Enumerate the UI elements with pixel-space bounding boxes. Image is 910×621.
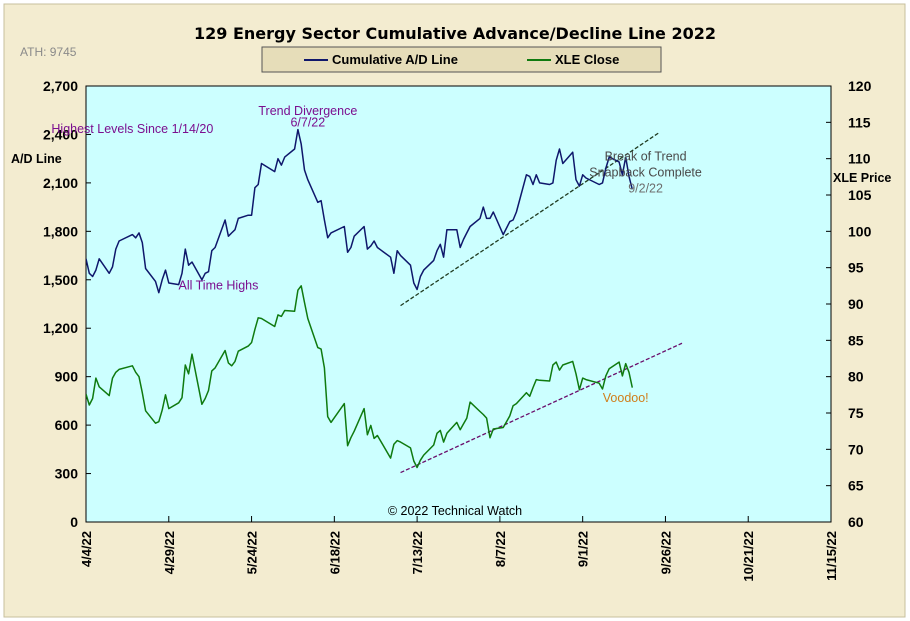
left-axis: 0 300 600 900 1,200 1,500 1,800 2,100 2,400 2,700	[43, 78, 91, 530]
left-tick-label: 2,400	[43, 126, 78, 142]
plot-area	[85, 85, 832, 523]
ath-label: ATH: 9745	[20, 45, 77, 59]
annotation-label: 9/2/22	[628, 182, 663, 196]
x-tick-label: 8/7/22	[493, 531, 508, 567]
right-tick-label: 90	[848, 296, 864, 312]
copyright-note: © 2022 Technical Watch	[388, 504, 522, 518]
x-tick-label: 7/13/22	[410, 531, 425, 574]
right-axis: 60 65 70 75 80 85 90 95 100 105 110 115 120	[826, 78, 872, 530]
left-axis-title: A/D Line	[11, 152, 62, 166]
annotation-label: Highest Levels Since 1/14/20	[51, 122, 213, 136]
x-tick-label: 11/15/22	[824, 531, 839, 581]
annotation-label: All Time Highs	[178, 278, 258, 292]
right-tick-label: 120	[848, 78, 872, 94]
x-tick-label: 4/4/22	[79, 531, 94, 567]
left-tick-label: 1,800	[43, 223, 78, 239]
annotations: Highest Levels Since 1/14/20 Trend Diverg…	[51, 104, 702, 405]
left-tick-label: 300	[55, 466, 79, 482]
x-tick-label: 5/24/22	[245, 531, 260, 574]
annotation-label: Trend Divergence	[258, 104, 357, 118]
left-tick-label: 1,500	[43, 272, 78, 288]
x-tick-label: 10/21/22	[741, 531, 756, 582]
right-tick-label: 105	[848, 187, 872, 203]
right-tick-label: 95	[848, 260, 864, 276]
right-tick-label: 75	[848, 405, 864, 421]
x-tick-label: 4/29/22	[162, 531, 177, 574]
left-tick-label: 0	[70, 514, 78, 530]
chart-title: 129 Energy Sector Cumulative Advance/Dec…	[194, 24, 716, 43]
annotation-label: Voodoo!	[603, 391, 649, 405]
right-tick-label: 85	[848, 332, 864, 348]
left-tick-label: 900	[55, 369, 79, 385]
legend-label-ad: Cumulative A/D Line	[332, 52, 458, 67]
x-tick-label: 9/26/22	[658, 531, 673, 574]
left-tick-label: 600	[55, 417, 79, 433]
right-tick-label: 60	[848, 514, 864, 530]
annotation-label: Break of Trend	[605, 149, 687, 163]
trendline-right	[400, 342, 683, 474]
right-tick-label: 70	[848, 441, 864, 457]
right-tick-label: 80	[848, 369, 864, 385]
series-layer	[86, 128, 634, 469]
left-tick-label: 2,700	[43, 78, 78, 94]
trendlines	[400, 132, 683, 474]
x-tick-label: 6/18/22	[327, 531, 342, 574]
legend-label-xle: XLE Close	[555, 52, 619, 67]
x-tick-label: 9/1/22	[576, 531, 591, 567]
right-tick-label: 110	[848, 151, 871, 167]
right-tick-label: 100	[848, 223, 872, 239]
left-tick-label: 1,200	[43, 320, 78, 336]
legend: Cumulative A/D Line XLE Close	[261, 46, 662, 73]
series-line-xle	[86, 285, 634, 469]
right-axis-title: XLE Price	[833, 171, 891, 185]
annotation-label: 6/7/22	[290, 115, 325, 129]
x-axis: 4/4/22 4/29/22 5/24/22 6/18/22 7/13/22 8/7/22…	[79, 516, 839, 582]
right-tick-label: 65	[848, 478, 864, 494]
right-tick-label: 115	[848, 114, 871, 130]
left-tick-label: 2,100	[43, 175, 78, 191]
annotation-label: Snapback Complete	[589, 165, 702, 179]
trendline-left	[400, 132, 660, 307]
series-line-ad	[86, 128, 634, 294]
